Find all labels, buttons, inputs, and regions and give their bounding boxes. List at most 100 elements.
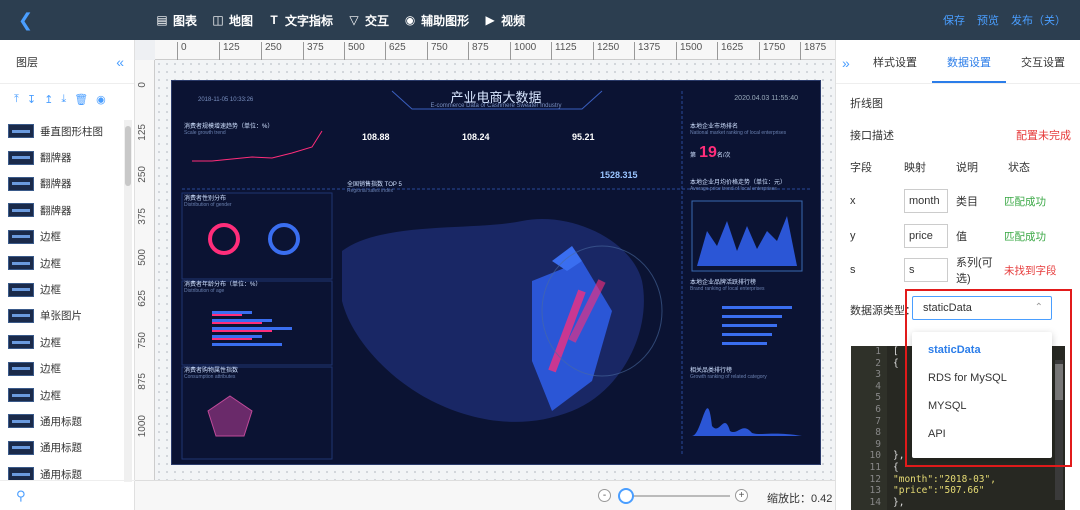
ruler-tick: 1375 [634, 42, 660, 60]
panel-region-sub: Regional sales index [347, 188, 394, 194]
rank-suffix: 名/次 [716, 153, 731, 159]
ruler-tick: 625 [137, 290, 148, 307]
layer-item[interactable]: 翻牌器 [0, 144, 124, 170]
layer-item[interactable]: 边框 [0, 276, 124, 302]
kpi-2-value: 108.24 [462, 132, 490, 142]
layer-item[interactable]: 单张图片 [0, 303, 124, 329]
layer-label: 单张图片 [40, 310, 82, 323]
option-api[interactable]: API [928, 428, 946, 440]
top-toolbar: ❮ ▤ 图表 ◫ 地图 T 文字指标 ▽ 交互 ◉ 辅助图形 ▶ 视频 保存 预览 发布（关… [0, 0, 1080, 40]
ruler-tick: 0 [177, 42, 187, 60]
move-bottom-icon[interactable]: ⤓ [61, 92, 67, 105]
layer-item[interactable]: 通用标题 [0, 461, 124, 482]
field-map-input[interactable]: s [904, 258, 948, 282]
eye-icon[interactable]: ◉ [96, 93, 106, 106]
data-source-menu: staticData RDS for MySQL MYSQL API [912, 332, 1052, 458]
kpi-1: 108.88 [362, 131, 390, 143]
tab-interaction[interactable]: 交互设置 [1021, 57, 1065, 69]
editor-scrollbar[interactable] [1055, 360, 1063, 500]
dashboard-preview[interactable]: 产业电商大数据 E-commerce Data of Cashmere Swea… [171, 80, 821, 465]
layer-label: 通用标题 [40, 468, 82, 481]
chevron-up-icon: ⌃ [1034, 302, 1043, 313]
layer-label: 边框 [40, 336, 61, 349]
option-mysql[interactable]: MYSQL [928, 400, 967, 412]
layer-label: 边框 [40, 363, 61, 376]
panel-age-title: 消费者年龄分布（单位：%） [184, 282, 262, 288]
layer-item[interactable]: 边框 [0, 382, 124, 408]
tool-chart[interactable]: ▤ 图表 [155, 12, 197, 29]
ruler-tick: 750 [427, 42, 448, 60]
collapse-left-icon[interactable]: « [116, 53, 124, 70]
layer-thumb [8, 388, 34, 403]
dashboard-title: 产业电商大数据 [450, 90, 542, 105]
panel-brand-sub: Brand ranking of local enterprises [690, 286, 765, 292]
layer-item[interactable]: 边框 [0, 250, 124, 276]
layer-item[interactable]: 翻牌器 [0, 197, 124, 223]
tool-map[interactable]: ◫ 地图 [211, 12, 253, 29]
layer-thumb [8, 440, 34, 455]
zoom-out-button[interactable]: - [598, 489, 611, 502]
field-name: y [850, 230, 856, 242]
layer-item[interactable]: 通用标题 [0, 408, 124, 434]
move-down-icon[interactable]: ↧ [26, 93, 37, 106]
tool-aux[interactable]: ◉ 辅助图形 [403, 12, 469, 29]
zoom-slider-handle[interactable] [618, 488, 634, 504]
ruler-tick: 1250 [593, 42, 619, 60]
option-rds-mysql[interactable]: RDS for MySQL [928, 372, 1007, 384]
data-source-select[interactable]: staticData ⌃ [912, 296, 1052, 320]
layer-scrollbar[interactable] [124, 120, 132, 482]
interact-icon: ▽ [349, 13, 359, 27]
layer-thumb [8, 176, 34, 191]
save-button[interactable]: 保存 [943, 15, 965, 27]
panel-consume: 消费者购物属性指数 Consumption attributes [184, 365, 238, 380]
tab-style[interactable]: 样式设置 [873, 57, 917, 69]
panel-scale-title: 消费者规模增速趋势（单位：%） [184, 124, 274, 130]
scrollbar-thumb[interactable] [125, 126, 131, 186]
layer-thumb [8, 308, 34, 323]
map-icon: ◫ [212, 13, 224, 27]
kpi-1-value: 108.88 [362, 132, 390, 142]
delete-icon[interactable]: 🗑 [74, 93, 89, 106]
panel-age: 消费者年龄分布（单位：%） Distribution of age [184, 279, 261, 294]
tab-data[interactable]: 数据设置 [932, 54, 1006, 83]
search-icon[interactable]: ⚲ [16, 487, 26, 503]
layer-search[interactable]: ⚲ [0, 480, 135, 510]
horizontal-ruler: 0 125 250 375 500 625 750 875 1000 1125 … [155, 40, 835, 60]
layer-item[interactable]: 边框 [0, 224, 124, 250]
ruler-tick: 625 [385, 42, 406, 60]
tool-video[interactable]: ▶ 视频 [483, 12, 525, 29]
move-top-icon[interactable]: ⤒ [14, 92, 19, 105]
panel-price: 本地企业月均价格走势（单位：元） Average price trend of … [690, 177, 786, 192]
tool-interact[interactable]: ▽ 交互 [347, 12, 389, 29]
field-desc: 类目 [956, 196, 978, 208]
preview-button[interactable]: 预览 [977, 15, 999, 27]
field-map-input[interactable]: month [904, 189, 948, 213]
layer-item[interactable]: 边框 [0, 329, 124, 355]
field-status: 未找到字段 [1004, 264, 1057, 277]
ruler-tick: 375 [303, 42, 324, 60]
ruler-tick: 1125 [551, 42, 577, 60]
move-up-icon[interactable]: ↥ [44, 93, 54, 106]
layer-item[interactable]: 通用标题 [0, 435, 124, 461]
layer-item[interactable]: 翻牌器 [0, 171, 124, 197]
layer-item[interactable]: 垂直图形柱图 [0, 118, 124, 144]
tool-text[interactable]: T 文字指标 [267, 12, 333, 29]
layer-thumb [8, 150, 34, 165]
vertical-ruler: 0 125 250 375 500 625 750 875 1000 [135, 60, 155, 480]
ruler-tick: 1000 [510, 42, 536, 60]
option-staticdata[interactable]: staticData [928, 344, 981, 356]
zoom-ratio-label: 缩放比：0.42 [767, 493, 833, 505]
header-field: 字段 [850, 162, 872, 174]
expand-right-icon[interactable]: » [842, 55, 850, 71]
layer-item[interactable]: 边框 [0, 356, 124, 382]
back-arrow-icon[interactable]: ❮ [18, 10, 34, 30]
zoom-slider-track[interactable] [620, 495, 730, 497]
ruler-tick: 1000 [137, 415, 148, 438]
zoom-in-button[interactable]: + [735, 489, 748, 502]
ruler-tick: 1875 [800, 42, 826, 60]
panel-scale-sub: Scale growth trend [184, 130, 226, 136]
publish-button[interactable]: 发布（关） [1011, 15, 1066, 27]
ruler-tick: 500 [137, 249, 148, 266]
field-map-input[interactable]: price [904, 224, 948, 248]
layer-thumb [8, 361, 34, 376]
